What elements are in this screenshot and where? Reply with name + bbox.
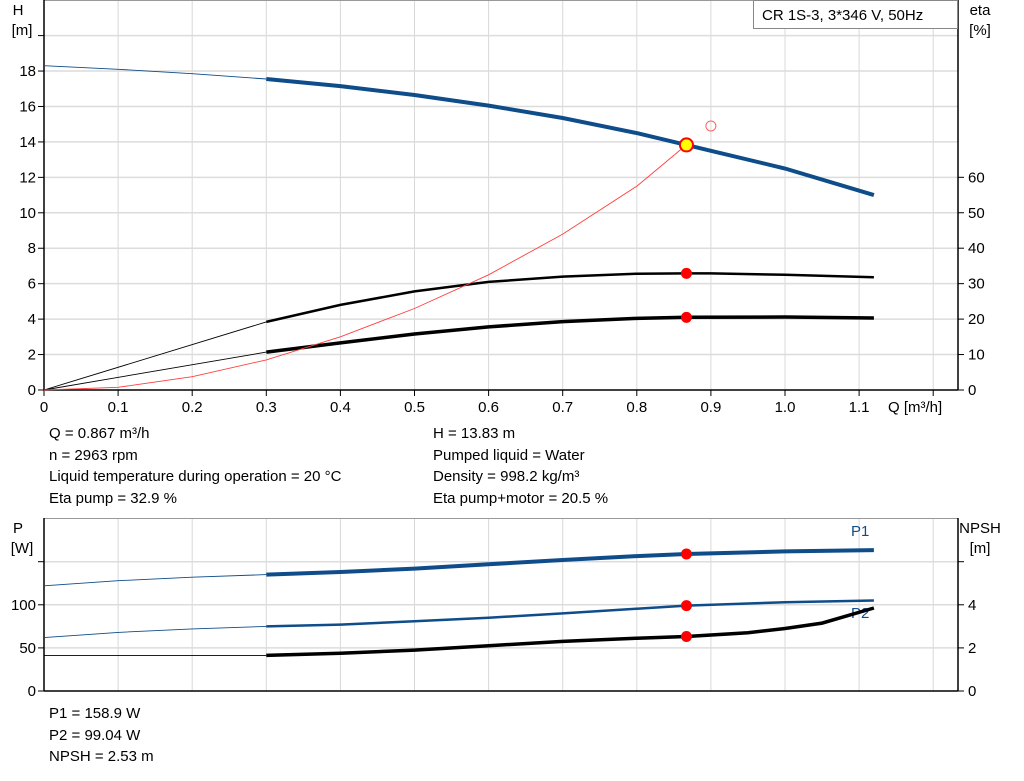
chart1-y2-tick-label: 60 <box>968 169 985 186</box>
chart1-x-tick-label: 0.6 <box>478 399 499 416</box>
chart1-y-tick-label: 10 <box>19 205 36 222</box>
chart1-operating-point-marker <box>680 267 692 279</box>
chart1-y-tick-label: 6 <box>28 276 36 293</box>
chart1-y2-label-unit: [%] <box>969 22 991 39</box>
chart1-duty-point-marker <box>678 137 694 153</box>
chart1-series-eta-pump-motor <box>266 315 874 354</box>
chart1-x-tick-label: 0.4 <box>330 399 351 416</box>
chart1-title-box <box>753 0 958 29</box>
chart1-x-tick-label: 0.7 <box>552 399 573 416</box>
chart2-series-P2 <box>266 599 874 628</box>
info-eta-pump: Eta pump = 32.9 % <box>49 489 177 507</box>
chart1-y2-label: eta <box>970 2 992 19</box>
chart1-y-label: H <box>13 2 24 19</box>
chart1-x-tick-label: 0.1 <box>108 399 129 416</box>
info-p2: P2 = 99.04 W <box>49 726 141 744</box>
info-liquid-temp: Liquid temperature during operation = 20… <box>49 468 342 485</box>
chart1-y-tick-label: 0 <box>28 382 36 399</box>
chart1-y-tick-label: 12 <box>19 169 36 186</box>
chart1-y-tick-label: 14 <box>19 134 36 151</box>
chart1-y2-tick-label: 30 <box>968 276 985 293</box>
chart2-series-P2-extrapolated <box>43 625 267 639</box>
chart1-y2-tick-label: 40 <box>968 240 985 257</box>
info-npsh: NPSH = 2.53 m <box>49 748 154 765</box>
chart1-y-tick-label: 4 <box>28 311 36 328</box>
chart1-x-tick-label: 0 <box>40 399 48 416</box>
chart1-operating-point-marker <box>680 311 692 323</box>
info-flow: Q = 0.867 m³/h <box>49 425 150 442</box>
chart1-x-tick-label: 0.5 <box>404 399 425 416</box>
chart1-x-tick-label: 1.1 <box>849 399 870 416</box>
chart1-open-circle-marker <box>705 120 717 132</box>
chart1-y-label-unit: [m] <box>12 22 33 39</box>
chart2-series-P1-extrapolated <box>43 574 267 587</box>
info-eta-pump-motor: Eta pump+motor = 20.5 % <box>433 489 609 507</box>
chart2-y-tick-label: 50 <box>19 640 36 657</box>
chart1-title: CR 1S-3, 3*346 V, 50Hz <box>762 7 923 24</box>
chart2-y2-tick-label: 4 <box>968 597 976 614</box>
chart1-series-system-curve <box>43 144 687 391</box>
chart2-y-tick-label: 100 <box>11 597 36 614</box>
chart1-x-tick-label: 1.0 <box>775 399 796 416</box>
info-density: Density = 998.2 kg/m³ <box>433 468 580 485</box>
chart1-y-tick-label: 2 <box>28 347 36 364</box>
chart1-series-eta-pump-extrapolated <box>43 321 267 391</box>
chart2-y2-tick-label: 2 <box>968 640 976 657</box>
chart1-series-eta-pump-motor-extrapolated <box>43 351 267 391</box>
chart2-y-label: P <box>13 520 23 537</box>
chart2-operating-point-marker <box>680 548 692 560</box>
info-top-right: H = 13.83 m Pumped liquid = Water Densit… <box>433 423 608 509</box>
chart1-x-tick-label: 0.8 <box>626 399 647 416</box>
chart1-y2-tick-label: 50 <box>968 205 985 222</box>
chart1-x-tick-label: 0.2 <box>182 399 203 416</box>
chart1-series-eta-pump <box>266 272 874 324</box>
chart1-y-tick-label: 8 <box>28 240 36 257</box>
chart1-series-H <box>266 77 875 198</box>
chart1-y2-tick-label: 20 <box>968 311 985 328</box>
chart1-y2-tick-label: 0 <box>968 382 976 399</box>
chart1-x-tick-label: 0.3 <box>256 399 277 416</box>
chart1-y2-tick-label: 10 <box>968 347 985 364</box>
chart1-y-tick-label: 16 <box>19 98 36 115</box>
info-speed: n = 2963 rpm <box>49 446 138 464</box>
info-pumped-liquid: Pumped liquid = Water <box>433 446 585 464</box>
chart2-operating-point-marker <box>680 630 692 642</box>
chart1-x-tick-label: 0.9 <box>700 399 721 416</box>
chart2-y2-label: NPSH <box>959 520 1001 537</box>
info-bottom: P1 = 158.9 W P2 = 99.04 W NPSH = 2.53 m <box>49 703 154 768</box>
chart2-y-tick-label: 0 <box>28 683 36 700</box>
chart2-operating-point-marker <box>680 600 692 612</box>
chart1-y-tick-label: 18 <box>19 63 36 80</box>
info-top-left: Q = 0.867 m³/h n = 2963 rpm Liquid tempe… <box>49 423 341 509</box>
info-p1: P1 = 158.9 W <box>49 705 141 722</box>
chart2-series-NPSH <box>266 606 875 658</box>
chart2-series-P1 <box>266 548 874 577</box>
info-head: H = 13.83 m <box>433 425 516 442</box>
chart2-y-label-unit: [W] <box>11 540 34 557</box>
chart2-series-label-P1: P1 <box>851 523 869 540</box>
chart2-y2-label-unit: [m] <box>970 540 991 557</box>
chart1-series-H-extrapolated <box>43 65 267 80</box>
chart1-x-label: Q [m³/h] <box>888 399 942 416</box>
chart2-y2-tick-label: 0 <box>968 683 976 700</box>
